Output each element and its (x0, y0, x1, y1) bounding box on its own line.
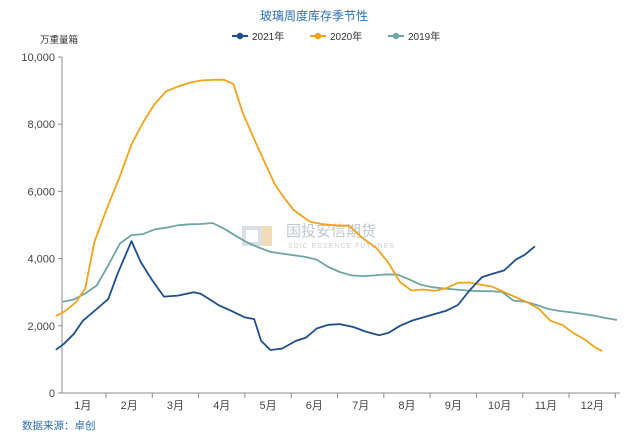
legend-marker (392, 32, 400, 40)
watermark: 国投安信期货 SDIC ESSENCE FUTURES (242, 222, 395, 250)
legend-label: 2019年 (408, 30, 440, 43)
watermark-logo-icon (242, 226, 272, 246)
legend-label: 2021年 (252, 30, 284, 43)
legend-label: 2020年 (330, 30, 362, 43)
series-line-0 (55, 240, 536, 351)
source-note: 数据来源：卓创 (22, 419, 96, 432)
y-tick-label: 4,000 (27, 254, 55, 266)
x-tick-label: 4月 (213, 400, 230, 412)
y-tick-label: 10,000 (21, 52, 55, 64)
x-tick-label: 2月 (121, 400, 138, 412)
watermark-en: SDIC ESSENCE FUTURES (288, 243, 395, 250)
x-tick-label: 6月 (306, 400, 323, 412)
legend: 2021年 2020年 2019年 (232, 30, 440, 43)
y-tick-label: 0 (49, 388, 55, 400)
y-unit-label: 万重量箱 (40, 34, 78, 46)
chart-title: 玻璃周度库存季节性 (260, 8, 368, 23)
legend-marker (236, 32, 244, 40)
x-tick-label: 7月 (352, 400, 369, 412)
x-tick-label: 1月 (74, 400, 91, 412)
series-line-1 (55, 78, 603, 352)
x-ticks: 1月 2月 3月 4月 5月 6月 7月 8月 9月 10月 11月 12月 (74, 393, 616, 412)
y-tick-label: 6,000 (27, 186, 55, 198)
y-tick-label: 2,000 (27, 321, 55, 333)
x-tick-label: 11月 (535, 400, 557, 412)
legend-marker (314, 32, 322, 40)
x-tick-label: 12月 (581, 400, 604, 412)
x-tick-label: 10月 (488, 400, 511, 412)
watermark-cn: 国投安信期货 (286, 222, 376, 240)
x-tick-label: 9月 (445, 400, 462, 412)
x-tick-label: 5月 (260, 400, 277, 412)
x-tick-label: 8月 (398, 400, 415, 412)
y-tick-label: 8,000 (27, 119, 55, 131)
y-ticks: 0 2,000 4,000 6,000 8,000 10,000 (21, 52, 62, 400)
x-tick-label: 3月 (167, 400, 184, 412)
series-group (55, 78, 618, 352)
